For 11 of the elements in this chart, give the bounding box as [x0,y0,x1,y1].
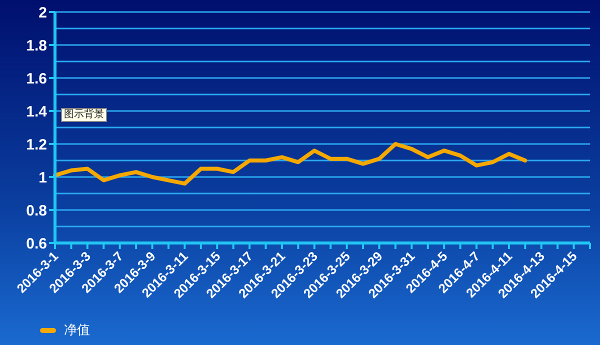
y-tick-label: 2 [38,4,47,22]
y-tick-label: 1.4 [26,103,48,120]
legend-label: 净值 [64,321,90,339]
y-tick-label: 1.6 [26,70,47,88]
y-tick-label: 1.8 [26,37,47,54]
annotation: 图示背景 [61,108,107,122]
line-series [53,142,528,186]
y-tick-label: 1.2 [26,136,47,154]
y-tick-label: 0.8 [26,202,47,220]
y-tick-label: 1 [38,169,47,186]
y-tick-label: 0.6 [26,235,47,252]
